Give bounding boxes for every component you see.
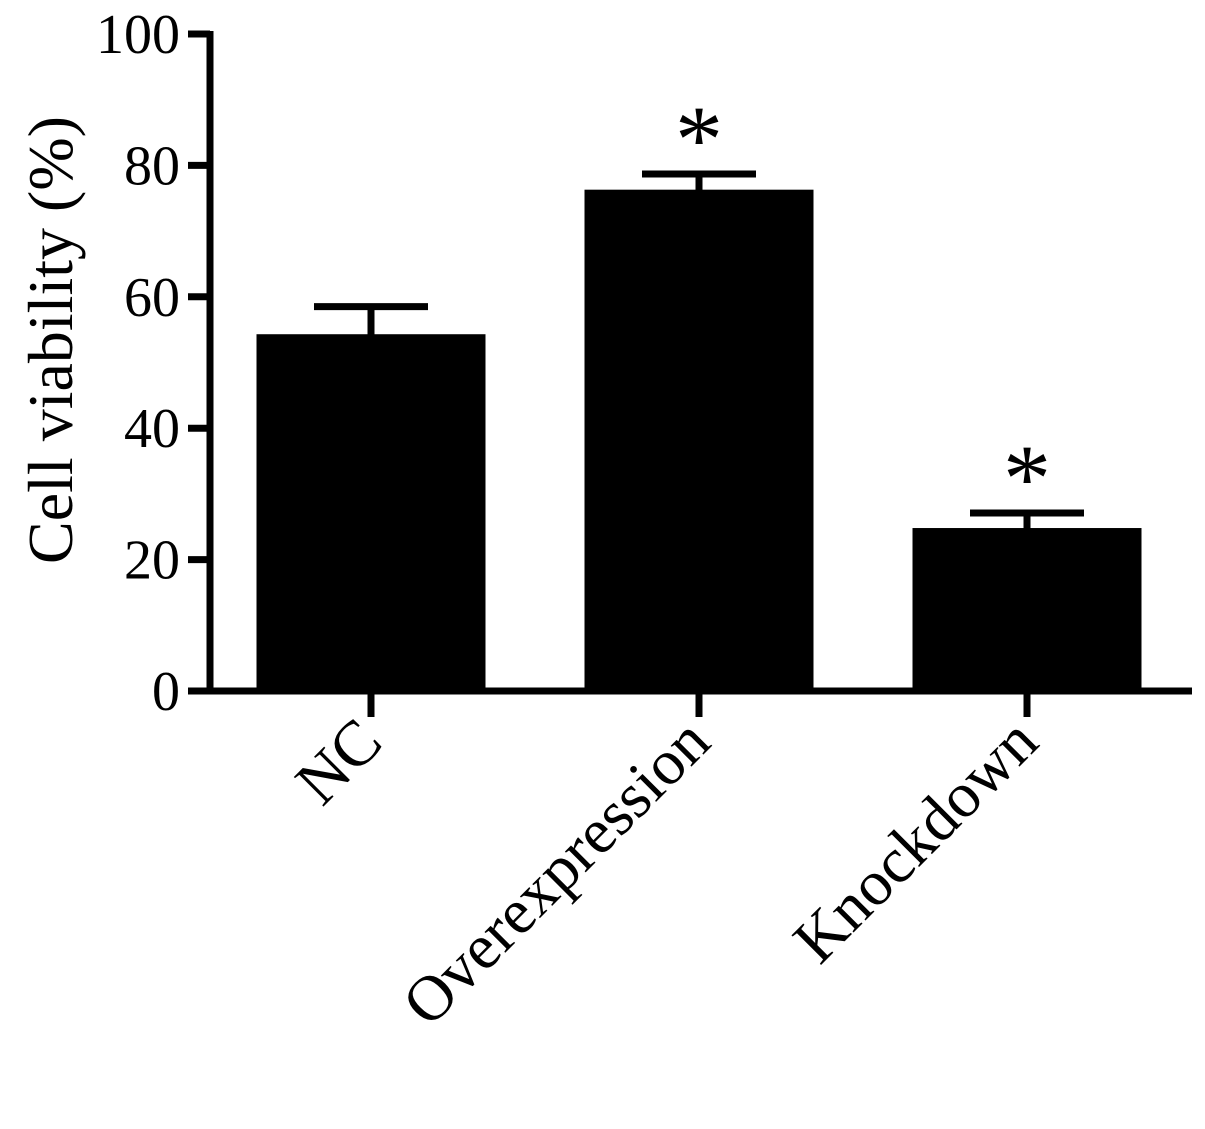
y-tick-label: 60 xyxy=(124,267,180,329)
y-tick-label: 40 xyxy=(124,398,180,460)
x-category-label-nc: NC xyxy=(282,705,395,818)
y-tick-label: 80 xyxy=(124,135,180,197)
significance-layer: ** xyxy=(675,86,1051,532)
bar-nc xyxy=(256,334,486,693)
y-tick-label: 0 xyxy=(152,661,180,723)
y-axis: 0 20 40 60 80 100 xyxy=(96,4,214,723)
error-bars-layer xyxy=(314,170,1084,531)
x-category-label-knockdown: Knockdown xyxy=(779,705,1050,976)
y-tick-label: 20 xyxy=(124,530,180,592)
significance-marker-overexpression: * xyxy=(675,86,723,193)
y-tick-label: 100 xyxy=(96,4,180,66)
significance-marker-knockdown: * xyxy=(1003,425,1051,532)
bar-overexpression xyxy=(584,189,814,693)
x-category-label-overexpression: Overexpression xyxy=(389,705,723,1039)
y-axis-title: Cell viability (%) xyxy=(15,116,86,564)
bar-knockdown xyxy=(912,528,1142,693)
